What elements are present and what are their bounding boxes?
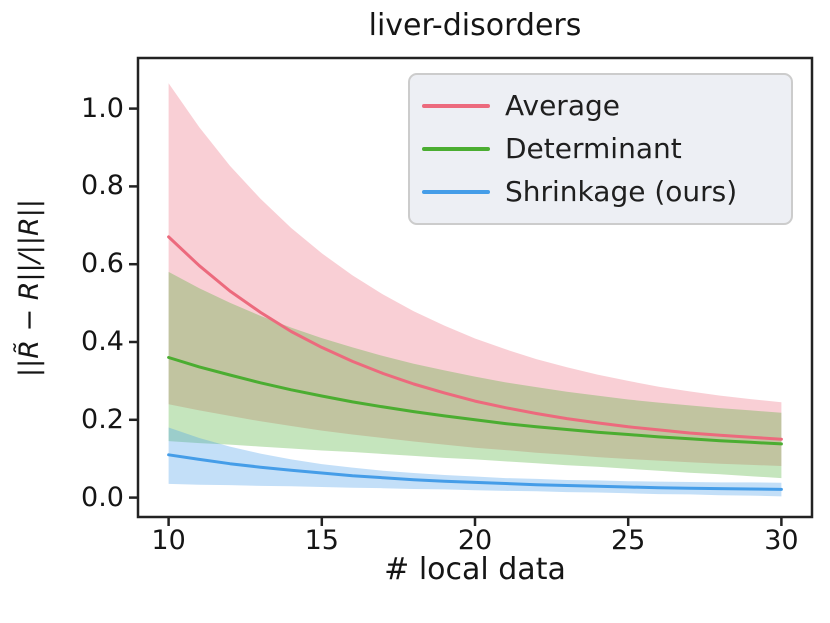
x-tick-label: 30: [764, 525, 799, 556]
x-tick-label: 25: [611, 525, 646, 556]
x-tick-label: 15: [304, 525, 339, 556]
legend-item-average: Average: [422, 90, 791, 122]
x-tick-label: 10: [151, 525, 186, 556]
legend: Average Determinant Shrinkage (ours): [408, 73, 793, 225]
legend-swatch-average: [422, 104, 490, 108]
legend-swatch-determinant: [422, 147, 490, 151]
y-tick-label: 0.6: [81, 248, 124, 280]
legend-label: Determinant: [505, 132, 682, 165]
band-shrinkage-ours: [168, 427, 782, 497]
y-axis-label: ||R̃ − R||/||R||: [14, 199, 45, 377]
y-tick-label: 1.0: [81, 92, 124, 124]
legend-item-determinant: Determinant: [422, 133, 791, 165]
legend-swatch-shrinkage-ours: [422, 190, 490, 194]
y-tick-label: 0.8: [81, 170, 124, 202]
chart-title: liver-disorders: [368, 8, 582, 43]
y-tick-label: 0.2: [81, 403, 124, 435]
line-determinant: [167, 356, 783, 446]
x-axis-label: # local data: [384, 552, 566, 587]
band-average: [168, 83, 782, 467]
y-tick-label: 0.4: [81, 326, 124, 357]
x-tick-label: 20: [457, 525, 493, 556]
line-shrinkage-ours: [167, 453, 783, 491]
legend-item-shrinkage-ours: Shrinkage (ours): [422, 176, 791, 208]
line-average: [167, 235, 783, 441]
y-tick-label: 0.0: [81, 481, 124, 513]
legend-label: Shrinkage (ours): [505, 175, 738, 208]
legend-label: Average: [505, 89, 620, 122]
